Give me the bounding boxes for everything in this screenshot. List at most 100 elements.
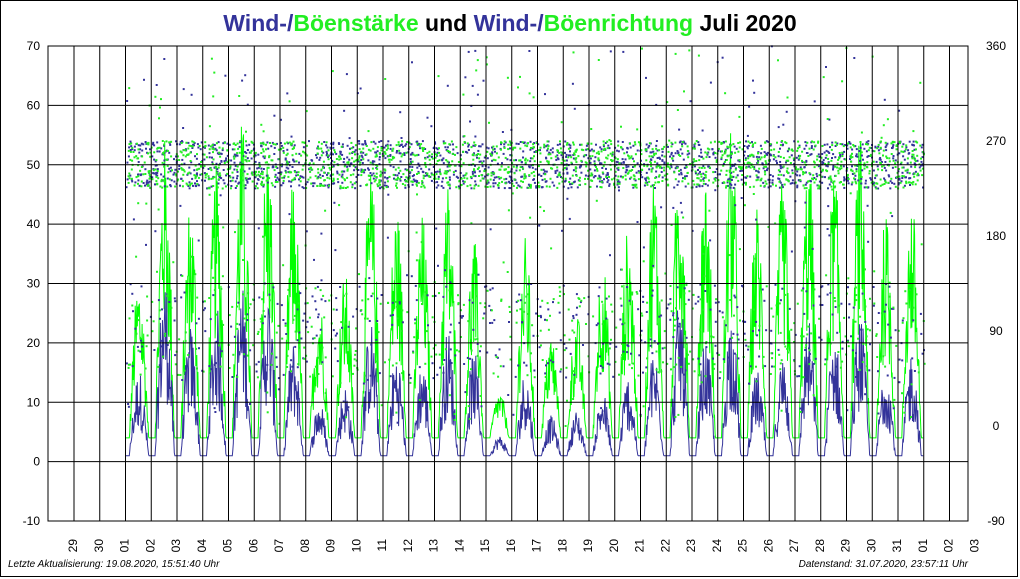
- plot-data-layer: [125, 45, 926, 457]
- direction-point: [446, 84, 449, 87]
- direction-point: [752, 143, 755, 146]
- direction-point: [591, 155, 594, 158]
- direction-point: [431, 316, 434, 319]
- direction-point: [306, 320, 309, 323]
- direction-point: [677, 325, 680, 328]
- direction-point: [129, 140, 132, 143]
- direction-point: [658, 343, 661, 346]
- direction-point: [257, 227, 260, 230]
- direction-point: [532, 171, 535, 173]
- direction-point: [849, 142, 852, 145]
- direction-point: [421, 182, 424, 185]
- direction-point: [476, 343, 479, 345]
- direction-point: [635, 291, 638, 293]
- direction-point: [854, 286, 857, 289]
- direction-point: [126, 100, 129, 102]
- direction-point: [383, 151, 386, 153]
- direction-point: [509, 143, 512, 146]
- direction-point: [142, 173, 145, 176]
- direction-point: [859, 146, 862, 149]
- direction-point: [435, 186, 438, 189]
- direction-point: [582, 149, 585, 152]
- direction-point: [496, 162, 499, 165]
- direction-point: [617, 140, 620, 143]
- direction-point: [463, 135, 466, 138]
- x-tick-label: 15: [478, 539, 492, 553]
- direction-point: [798, 174, 801, 177]
- direction-point: [623, 322, 626, 325]
- direction-point: [129, 174, 132, 177]
- direction-point: [389, 154, 392, 157]
- direction-point: [641, 169, 644, 171]
- direction-point: [648, 168, 651, 171]
- direction-point: [752, 154, 755, 157]
- direction-point: [677, 152, 680, 155]
- direction-point: [331, 70, 334, 73]
- direction-point: [805, 144, 808, 147]
- direction-point: [681, 152, 684, 155]
- direction-point: [244, 184, 247, 187]
- direction-point: [853, 145, 856, 148]
- direction-point: [466, 185, 469, 188]
- direction-point: [725, 173, 728, 176]
- direction-point: [309, 176, 312, 179]
- direction-point: [910, 416, 912, 418]
- direction-point: [622, 350, 625, 353]
- direction-point: [574, 158, 577, 161]
- direction-point: [522, 150, 525, 153]
- direction-point: [500, 148, 502, 151]
- direction-point: [741, 174, 744, 176]
- direction-point: [552, 298, 555, 301]
- direction-point: [902, 155, 905, 158]
- direction-point: [646, 357, 649, 360]
- direction-point: [166, 185, 169, 188]
- direction-point: [436, 160, 439, 162]
- direction-point: [686, 145, 689, 148]
- direction-point: [771, 179, 774, 182]
- direction-point: [502, 152, 505, 155]
- direction-point: [241, 79, 244, 82]
- direction-point: [669, 167, 671, 170]
- direction-point: [255, 370, 258, 373]
- direction-point: [906, 162, 909, 165]
- direction-point: [666, 173, 669, 175]
- direction-point: [862, 343, 865, 345]
- direction-point: [827, 177, 830, 180]
- direction-point: [801, 161, 804, 163]
- direction-point: [737, 179, 740, 182]
- direction-point: [467, 50, 470, 53]
- direction-point: [489, 288, 492, 291]
- direction-point: [408, 142, 411, 145]
- direction-point: [884, 146, 887, 149]
- direction-point: [535, 150, 538, 153]
- direction-point: [298, 152, 301, 155]
- direction-point: [912, 319, 915, 322]
- direction-point: [892, 155, 895, 157]
- direction-point: [523, 310, 526, 313]
- direction-point: [393, 156, 396, 159]
- direction-point: [378, 158, 381, 161]
- direction-point: [303, 312, 306, 315]
- direction-point: [609, 254, 611, 257]
- direction-point: [367, 130, 370, 133]
- x-tick-label: 01: [118, 539, 132, 553]
- direction-point: [729, 186, 732, 189]
- direction-point: [667, 165, 670, 168]
- direction-point: [219, 174, 222, 177]
- direction-point: [865, 150, 868, 153]
- direction-point: [149, 155, 152, 158]
- direction-point: [677, 413, 680, 416]
- direction-point: [450, 140, 453, 143]
- direction-point: [572, 51, 575, 54]
- direction-point: [401, 153, 404, 156]
- direction-point: [370, 295, 373, 298]
- direction-point: [201, 369, 204, 372]
- direction-point: [154, 230, 157, 233]
- direction-point: [320, 154, 323, 157]
- title-und: und: [418, 10, 474, 36]
- direction-point: [902, 186, 905, 189]
- direction-point: [503, 187, 506, 190]
- direction-point: [386, 180, 389, 183]
- direction-point: [826, 165, 829, 168]
- direction-point: [704, 375, 707, 378]
